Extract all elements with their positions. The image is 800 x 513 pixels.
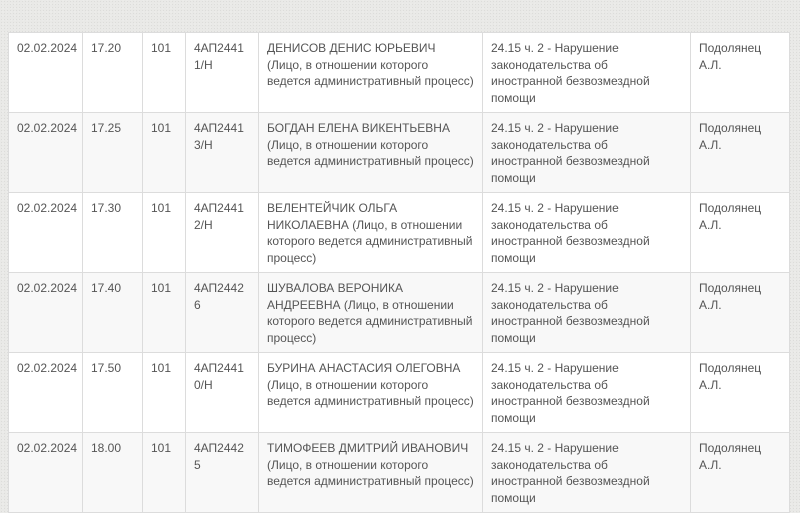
case-number-cell: 4АП24410/Н [185, 352, 259, 433]
judge-cell: Подолянец А.Л. [690, 32, 790, 113]
person-cell: ТИМОФЕЕВ ДМИТРИЙ ИВАНОВИЧ (Лицо, в отнош… [258, 432, 483, 513]
room-cell: 101 [142, 32, 186, 113]
time-cell: 17.30 [82, 192, 143, 273]
case-number-cell: 4АП24413/Н [185, 112, 259, 193]
article-cell: 24.15 ч. 2 - Нарушение законодательства … [482, 432, 691, 513]
room-cell: 101 [142, 192, 186, 273]
time-cell: 17.25 [82, 112, 143, 193]
person-cell: ДЕНИСОВ ДЕНИС ЮРЬЕВИЧ (Лицо, в отношении… [258, 32, 483, 113]
article-cell: 24.15 ч. 2 - Нарушение законодательства … [482, 272, 691, 353]
case-number-cell: 4АП24425 [185, 432, 259, 513]
date-cell: 02.02.2024 [8, 352, 83, 433]
judge-cell: Подолянец А.Л. [690, 352, 790, 433]
table-row: 02.02.2024 17.25 101 4АП24413/Н БОГДАН ЕЛЕНА… [8, 112, 790, 193]
room-cell: 101 [142, 272, 186, 353]
date-cell: 02.02.2024 [8, 192, 83, 273]
time-cell: 17.20 [82, 32, 143, 113]
time-cell: 18.00 [82, 432, 143, 513]
case-number-cell: 4АП24411/Н [185, 32, 259, 113]
date-cell: 02.02.2024 [8, 112, 83, 193]
judge-cell: Подолянец А.Л. [690, 432, 790, 513]
judge-cell: Подолянец А.Л. [690, 112, 790, 193]
judge-cell: Подолянец А.Л. [690, 192, 790, 273]
date-cell: 02.02.2024 [8, 272, 83, 353]
time-cell: 17.40 [82, 272, 143, 353]
date-cell: 02.02.2024 [8, 32, 83, 113]
case-number-cell: 4АП24412/Н [185, 192, 259, 273]
room-cell: 101 [142, 352, 186, 433]
article-cell: 24.15 ч. 2 - Нарушение законодательства … [482, 352, 691, 433]
person-cell: БОГДАН ЕЛЕНА ВИКЕНТЬЕВНА (Лицо, в отноше… [258, 112, 483, 193]
time-cell: 17.50 [82, 352, 143, 433]
person-cell: ВЕЛЕНТЕЙЧИК ОЛЬГА НИКОЛАЕВНА (Лицо, в от… [258, 192, 483, 273]
person-cell: ШУВАЛОВА ВЕРОНИКА АНДРЕЕВНА (Лицо, в отн… [258, 272, 483, 353]
case-number-cell: 4АП24426 [185, 272, 259, 353]
article-cell: 24.15 ч. 2 - Нарушение законодательства … [482, 32, 691, 113]
court-schedule-table: 02.02.2024 17.20 101 4АП24411/Н ДЕНИСОВ ДЕНИ… [8, 32, 790, 513]
date-cell: 02.02.2024 [8, 432, 83, 513]
room-cell: 101 [142, 112, 186, 193]
table-row: 02.02.2024 18.00 101 4АП24425 ТИМОФЕЕВ ДМИТР… [8, 432, 790, 513]
person-cell: БУРИНА АНАСТАСИЯ ОЛЕГОВНА (Лицо, в отнош… [258, 352, 483, 433]
table-row: 02.02.2024 17.30 101 4АП24412/Н ВЕЛЕНТЕЙЧИК … [8, 192, 790, 273]
table-row: 02.02.2024 17.20 101 4АП24411/Н ДЕНИСОВ ДЕНИ… [8, 32, 790, 113]
table-row: 02.02.2024 17.40 101 4АП24426 ШУВАЛОВА ВЕРОН… [8, 272, 790, 353]
table-row: 02.02.2024 17.50 101 4АП24410/Н БУРИНА АНАСТ… [8, 352, 790, 433]
article-cell: 24.15 ч. 2 - Нарушение законодательства … [482, 192, 691, 273]
article-cell: 24.15 ч. 2 - Нарушение законодательства … [482, 112, 691, 193]
judge-cell: Подолянец А.Л. [690, 272, 790, 353]
room-cell: 101 [142, 432, 186, 513]
